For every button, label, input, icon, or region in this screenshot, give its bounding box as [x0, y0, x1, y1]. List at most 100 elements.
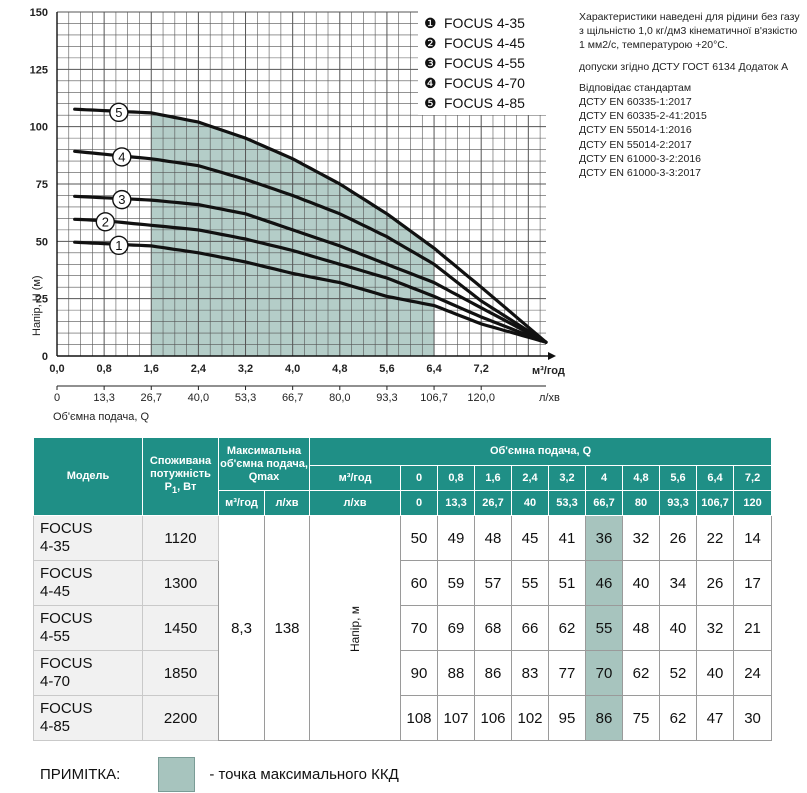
- head-value-cell: 49: [437, 515, 476, 561]
- head-value-cell: 51: [548, 560, 587, 606]
- header-power-symbol: P: [164, 481, 172, 494]
- header-flow: Об'ємна подача, Q: [309, 437, 773, 466]
- header-flow-m3h-5: 4: [585, 465, 624, 491]
- x2-tick-label: 80,0: [329, 392, 350, 404]
- head-value-cell: 95: [548, 695, 587, 741]
- curve-marker-circle: [112, 189, 132, 210]
- legend-box: [418, 10, 564, 115]
- head-value-cell: 46: [585, 560, 624, 606]
- curve-marker-circle: [95, 212, 116, 232]
- highlight-swatch: [158, 756, 196, 792]
- curve-focus-4-45: [73, 217, 548, 344]
- footnote-text: - точка максимального ККД: [209, 765, 399, 783]
- y-tick-label: 25: [36, 294, 48, 306]
- header-flow-lmin-1: 13,3: [437, 490, 476, 516]
- x-tick-label: 7,2: [474, 363, 489, 375]
- header-flow-unit-lmin: л/хв: [309, 490, 402, 516]
- header-flow-m3h-4: 3,2: [548, 465, 587, 491]
- model-cell: FOCUS 4-70: [33, 650, 143, 696]
- head-value-cell: 75: [622, 695, 661, 741]
- head-value-cell: 62: [548, 605, 587, 651]
- head-value-cell: 77: [548, 650, 587, 696]
- header-power-text: Споживана потужність: [149, 455, 212, 481]
- curve-marker-label: 3: [118, 192, 125, 207]
- curve-marker-label: 1: [115, 238, 122, 253]
- head-value-cell: 90: [400, 650, 439, 696]
- head-value-cell: 57: [474, 560, 513, 606]
- header-flow-lmin-2: 26,7: [474, 490, 513, 516]
- head-value-cell: 40: [696, 650, 735, 696]
- x2-tick-label: 13,3: [93, 392, 114, 404]
- head-value-cell: 62: [622, 650, 661, 696]
- model-name-line2: 4-45: [40, 583, 71, 600]
- head-value-cell: 62: [659, 695, 698, 741]
- standard-item: ДСТУ EN 60335-2-41:2015: [579, 110, 707, 123]
- head-value-cell: 26: [696, 560, 735, 606]
- table-body: FOCUS 4-35 1120 8,3 138 Напір, м 50 49 48 45 41 36 3…: [33, 515, 773, 741]
- header-power-unit: , Вт: [177, 481, 197, 494]
- legend-entry: FOCUS 4-55: [444, 55, 525, 71]
- head-value-cell: 40: [659, 605, 698, 651]
- power-cell: 1120: [142, 515, 219, 561]
- table-row: FOCUS 4-45 1300 60 59 57 55 51 46 40 34 26 17: [33, 560, 773, 606]
- header-flow-lmin-6: 80: [622, 490, 661, 516]
- y-tick-label: 75: [36, 179, 48, 191]
- head-value-cell: 32: [696, 605, 735, 651]
- y-tick-label: 0: [42, 351, 48, 363]
- model-name-line1: FOCUS: [40, 610, 93, 627]
- legend-entry: FOCUS 4-35: [444, 15, 525, 31]
- x-unit-label: м³/год: [532, 365, 565, 377]
- header-model: Модель: [33, 437, 143, 516]
- curve-marker-label: 2: [102, 214, 109, 229]
- performance-table: Модель Споживана потужність P1, Вт Макси…: [33, 437, 773, 741]
- curve-focus-4-35: [73, 240, 548, 344]
- legend-marker: ❷: [424, 35, 437, 51]
- head-value-cell: 60: [400, 560, 439, 606]
- standard-item: ДСТУ EN 61000-3-3:2017: [579, 167, 701, 180]
- header-power-subscript: 1: [171, 485, 178, 496]
- table-row: FOCUS 4-85 2200 108 107 106 102 95 86 75 62 47 30: [33, 695, 773, 741]
- header-flow-unit-m3h: м³/год: [309, 465, 402, 491]
- head-value-cell: 47: [696, 695, 735, 741]
- x-tick-label: 4,8: [332, 363, 347, 375]
- notes-standards-title: Відповідає стандартам: [579, 81, 692, 94]
- head-value-cell: 59: [437, 560, 476, 606]
- header-flow-lmin-9: 120: [733, 490, 773, 516]
- x2-tick-label: 26,7: [141, 392, 162, 404]
- head-value-cell: 21: [733, 605, 773, 651]
- model-name-line2: 4-55: [40, 628, 71, 645]
- standards-list: ДСТУ EN 60335-1:2017 ДСТУ EN 60335-2-41:2…: [579, 95, 804, 180]
- model-cell: FOCUS 4-45: [33, 560, 143, 606]
- model-name-line2: 4-85: [40, 718, 71, 735]
- head-value-cell: 34: [659, 560, 698, 606]
- head-value-cell: 108: [400, 695, 439, 741]
- legend-marker: ❸: [424, 55, 437, 71]
- y-tick-label: 100: [30, 122, 48, 134]
- head-value-cell: 22: [696, 515, 735, 561]
- x-tick-label: 0,0: [49, 363, 64, 375]
- legend-entry: FOCUS 4-70: [444, 75, 525, 91]
- performance-curves: 123 4 5: [73, 102, 548, 344]
- power-cell: 2200: [142, 695, 219, 741]
- standard-item: ДСТУ EN 61000-3-2:2016: [579, 152, 701, 165]
- power-cell: 1850: [142, 650, 219, 696]
- head-value-cell: 68: [474, 605, 513, 651]
- x2-tick-label: 66,7: [282, 392, 303, 404]
- legend-marker: ❺: [424, 95, 437, 111]
- model-cell: FOCUS 4-35: [33, 515, 143, 561]
- head-value-cell: 102: [511, 695, 550, 741]
- y-tick-label: 150: [30, 7, 48, 19]
- head-value-cell: 26: [659, 515, 698, 561]
- power-cell: 1300: [142, 560, 219, 606]
- x2-tick-label: 40,0: [188, 392, 209, 404]
- x2-tick-label: 106,7: [420, 392, 448, 404]
- curve-marker-label: 4: [118, 149, 125, 164]
- head-value-cell: 14: [733, 515, 773, 561]
- power-cell: 1450: [142, 605, 219, 651]
- x-tick-label: 1,6: [144, 363, 159, 375]
- header-flow-lmin-7: 93,3: [659, 490, 698, 516]
- header-flow-lmin-4: 53,3: [548, 490, 587, 516]
- model-cell: FOCUS 4-55: [33, 605, 143, 651]
- head-label: Напір, м: [348, 605, 363, 652]
